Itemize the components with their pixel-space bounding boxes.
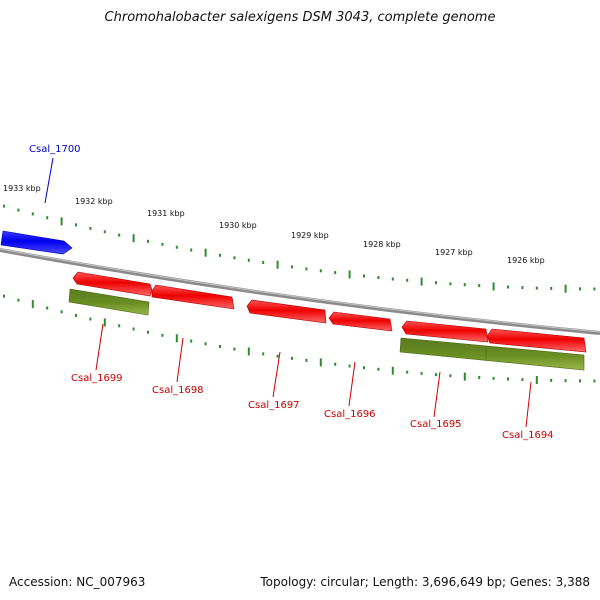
kbp-label-1927: 1927 kbp — [435, 248, 473, 257]
gene-csal-1700[interactable] — [0, 230, 73, 255]
tick-row-upper — [3, 204, 596, 293]
kbp-labels: 1933 kbp 1932 kbp 1931 kbp 1930 kbp 1929… — [3, 184, 545, 265]
map-title: Chromohalobacter salexigens DSM 3043, co… — [104, 10, 496, 25]
gene-label-csal-1700[interactable]: Csal_1700 — [29, 144, 81, 155]
kbp-label-1933: 1933 kbp — [3, 184, 41, 193]
gene-csal-1699[interactable] — [72, 271, 153, 297]
kbp-label-1926: 1926 kbp — [507, 256, 545, 265]
feature-olive-right — [399, 337, 585, 371]
kbp-label-1929: 1929 kbp — [291, 231, 329, 240]
gene-csal-1698[interactable] — [151, 284, 235, 310]
feature-olive-left — [68, 288, 150, 316]
topology-summary: Topology: circular; Length: 3,696,649 bp… — [260, 575, 590, 589]
gene-label-csal-1697[interactable]: Csal_1697 — [248, 400, 300, 411]
leader-csal-1699 — [95, 323, 104, 371]
leader-csal-1697 — [272, 351, 281, 398]
gene-csal-1696[interactable] — [328, 311, 393, 332]
leader-csal-1696 — [348, 361, 356, 407]
gene-label-csal-1696[interactable]: Csal_1696 — [324, 409, 376, 420]
kbp-label-1930: 1930 kbp — [219, 221, 257, 230]
kbp-label-1931: 1931 kbp — [147, 209, 185, 218]
accession-text: Accession: NC_007963 — [9, 575, 146, 589]
gene-label-csal-1695[interactable]: Csal_1695 — [410, 419, 462, 430]
kbp-label-1928: 1928 kbp — [363, 240, 401, 249]
leader-csal-1695 — [433, 371, 441, 418]
gene-csal-1694[interactable] — [486, 328, 587, 353]
genome-backbone — [0, 248, 600, 335]
gene-csal-1695[interactable] — [401, 320, 489, 343]
gene-csal-1697[interactable] — [246, 299, 327, 324]
leader-csal-1700 — [44, 157, 54, 204]
kbp-label-1932: 1932 kbp — [75, 197, 113, 206]
leader-csal-1698 — [176, 337, 184, 383]
gene-label-csal-1698[interactable]: Csal_1698 — [152, 385, 204, 396]
gene-label-csal-1694[interactable]: Csal_1694 — [502, 430, 554, 441]
gene-label-csal-1699[interactable]: Csal_1699 — [71, 373, 123, 384]
genome-backbone-highlight — [0, 248, 600, 333]
leader-csal-1694 — [525, 381, 532, 428]
tick-row-lower — [3, 294, 596, 384]
